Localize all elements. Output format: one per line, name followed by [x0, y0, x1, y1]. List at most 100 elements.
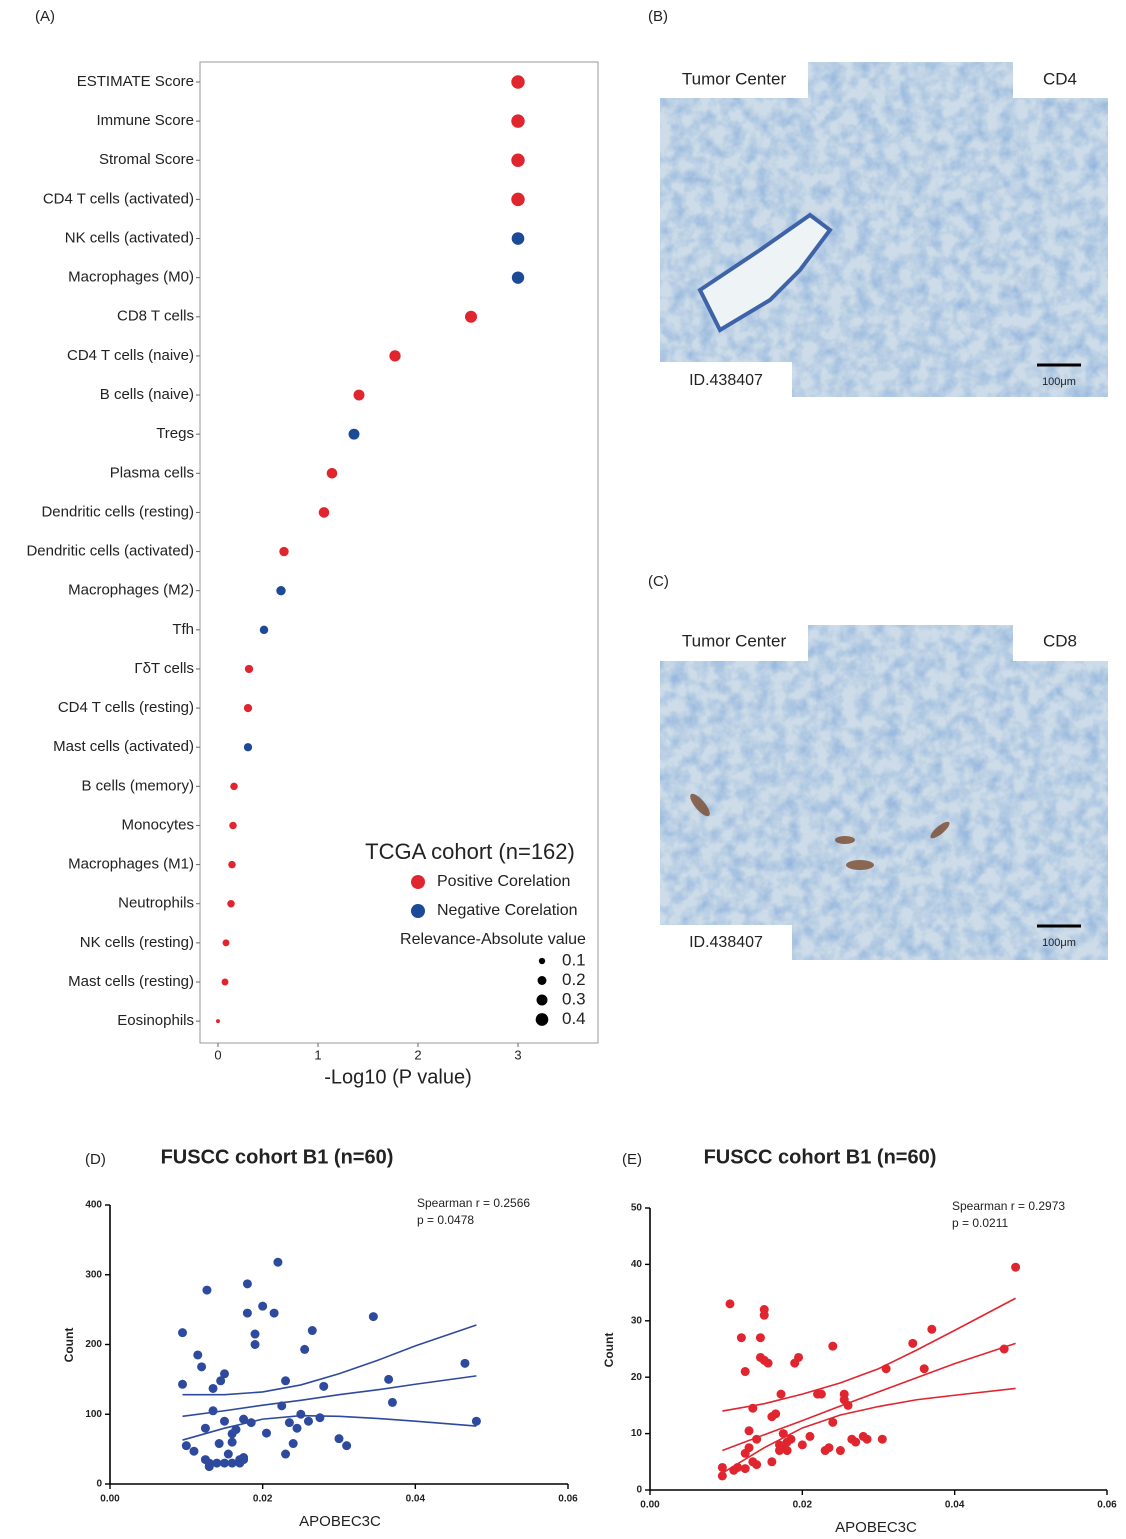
x-tick-label: 0.02 — [253, 1494, 273, 1505]
point — [777, 1390, 786, 1399]
point — [851, 1438, 860, 1447]
point — [319, 1382, 328, 1391]
point — [741, 1464, 750, 1473]
point — [239, 1453, 248, 1462]
y-tick-label: B cells (naive) — [100, 386, 194, 403]
point — [718, 1471, 727, 1480]
image-label: Tumor Center — [682, 69, 787, 88]
y-tick-label: Tfh — [172, 621, 194, 638]
dot — [512, 232, 525, 245]
x-tick-label: 0.02 — [793, 1500, 813, 1511]
dot — [319, 507, 330, 518]
point — [388, 1398, 397, 1407]
point — [824, 1443, 833, 1452]
dot — [222, 979, 229, 986]
panel-label: (C) — [648, 573, 669, 590]
plot-frame — [200, 62, 598, 1043]
dot — [465, 311, 477, 323]
confidence-band — [183, 1325, 477, 1395]
x-tick-label: 0.06 — [558, 1494, 578, 1505]
point — [737, 1333, 746, 1342]
x-axis-title: APOBEC3C — [835, 1519, 917, 1536]
dot — [279, 547, 288, 556]
size-legend-label: 0.2 — [562, 970, 586, 989]
point — [289, 1439, 298, 1448]
y-tick-label: 10 — [631, 1428, 643, 1439]
image-label: CD4 — [1043, 69, 1077, 88]
point — [920, 1364, 929, 1373]
point — [745, 1426, 754, 1435]
point — [798, 1440, 807, 1449]
figure: (B) Tumor Center CD4 ID.438407 100μm (C)… — [0, 0, 1126, 1539]
dot — [276, 586, 285, 595]
scale-bar-label: 100μm — [1042, 937, 1076, 949]
dot — [512, 271, 524, 283]
y-axis-title: Count — [62, 1328, 76, 1363]
y-tick-label: Neutrophils — [118, 895, 194, 912]
point — [779, 1429, 788, 1438]
point — [342, 1441, 351, 1450]
legend-title: TCGA cohort (n=162) — [365, 839, 575, 864]
legend-label: Positive Corelation — [437, 873, 570, 890]
point — [193, 1350, 202, 1359]
point — [725, 1299, 734, 1308]
panel-label: (B) — [648, 8, 668, 25]
point — [863, 1435, 872, 1444]
point — [760, 1311, 769, 1320]
y-tick-label: 0 — [96, 1479, 102, 1490]
y-tick-label: ΓδT cells — [134, 660, 194, 677]
point — [817, 1390, 826, 1399]
dot — [354, 390, 365, 401]
chart-title: FUSCC cohort B1 (n=60) — [161, 1146, 394, 1168]
dot — [228, 861, 235, 868]
y-tick-label: Stromal Score — [99, 151, 194, 168]
y-tick-label: ESTIMATE Score — [77, 73, 194, 90]
image-panel: (B) Tumor Center CD4 ID.438407 100μm — [648, 8, 1108, 397]
y-tick-label: Tregs — [156, 425, 194, 442]
dot — [229, 822, 236, 829]
point — [844, 1401, 853, 1410]
y-tick-label: CD4 T cells (activated) — [43, 190, 194, 207]
point — [882, 1364, 891, 1373]
image-label: Tumor Center — [682, 631, 787, 650]
x-tick-label: 0.04 — [406, 1494, 426, 1505]
image-label: ID.438407 — [689, 372, 763, 389]
size-legend-dot — [537, 995, 548, 1006]
y-tick-label: Eosinophils — [117, 1012, 194, 1029]
point — [220, 1369, 229, 1378]
point — [741, 1367, 750, 1376]
x-tick-label: 0.00 — [640, 1500, 660, 1511]
point — [308, 1326, 317, 1335]
point — [220, 1417, 229, 1426]
y-tick-label: 50 — [631, 1203, 643, 1214]
point — [764, 1359, 773, 1368]
size-legend-dot — [536, 1013, 549, 1026]
dot — [216, 1019, 220, 1023]
y-tick-label: 20 — [631, 1372, 643, 1383]
annotation: Spearman r = 0.2973 — [952, 1199, 1065, 1213]
y-tick-label: 100 — [85, 1409, 102, 1420]
annotation: Spearman r = 0.2566 — [417, 1196, 530, 1210]
point — [775, 1446, 784, 1455]
y-tick-label: NK cells (activated) — [65, 229, 194, 246]
point — [794, 1353, 803, 1362]
point — [251, 1330, 260, 1339]
y-tick-label: 200 — [85, 1339, 102, 1350]
point — [178, 1328, 187, 1337]
scale-bar-label: 100μm — [1042, 376, 1076, 388]
y-tick-label: NK cells (resting) — [80, 934, 194, 951]
point — [828, 1418, 837, 1427]
point — [296, 1410, 305, 1419]
point — [908, 1339, 917, 1348]
dot — [349, 429, 360, 440]
fit-line — [183, 1376, 477, 1416]
dot — [260, 626, 268, 634]
size-legend-title: Relevance-Absolute value — [400, 931, 586, 948]
y-tick-label: 300 — [85, 1269, 102, 1280]
y-tick-label: CD4 T cells (naive) — [67, 347, 194, 364]
panel-label: (D) — [85, 1151, 106, 1168]
point — [281, 1376, 290, 1385]
y-tick-label: 30 — [631, 1315, 643, 1326]
y-tick-label: Monocytes — [121, 816, 194, 833]
y-tick-label: Macrophages (M2) — [68, 582, 194, 599]
